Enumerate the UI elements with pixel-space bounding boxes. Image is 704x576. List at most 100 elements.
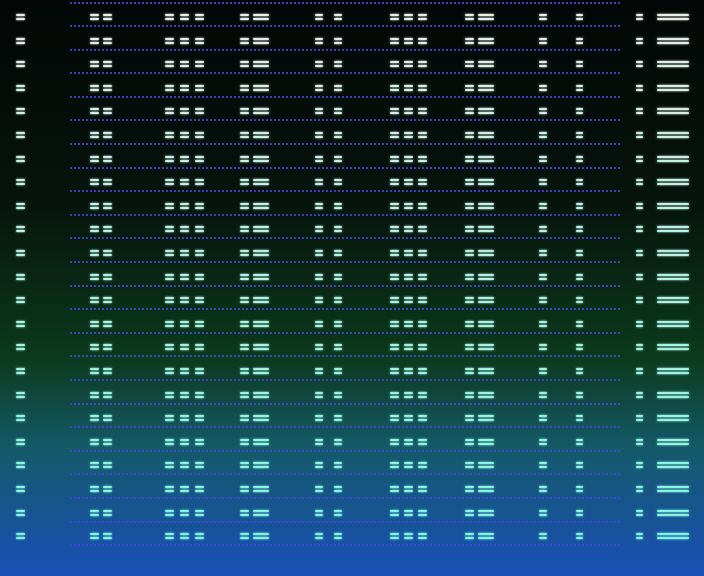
double-dash-glyph <box>165 37 174 44</box>
glyph-row <box>0 438 704 463</box>
row-separator <box>70 2 622 4</box>
double-dash-glyph <box>418 297 427 304</box>
glyph-row <box>0 84 704 109</box>
double-dash-glyph <box>195 226 204 233</box>
double-dash-glyph <box>16 344 25 351</box>
double-dash-glyph <box>478 14 494 20</box>
row-separator <box>70 355 622 358</box>
double-dash-glyph <box>404 344 413 351</box>
double-dash-glyph <box>404 415 413 422</box>
double-dash-glyph <box>180 391 189 398</box>
double-dash-glyph <box>404 273 413 280</box>
double-dash-glyph <box>418 344 427 351</box>
double-dash-glyph <box>418 132 427 138</box>
row-separator <box>70 119 622 122</box>
double-dash-glyph <box>576 297 583 304</box>
double-dash-glyph <box>465 155 474 162</box>
double-dash-glyph <box>539 486 547 492</box>
double-dash-glyph <box>240 320 249 327</box>
double-dash-glyph <box>195 533 204 540</box>
double-dash-glyph <box>315 273 323 280</box>
double-dash-glyph <box>16 368 25 374</box>
double-dash-glyph <box>636 462 643 469</box>
double-dash-glyph <box>315 391 323 398</box>
double-dash-glyph <box>390 391 399 398</box>
double-dash-glyph <box>180 132 189 138</box>
double-dash-glyph <box>657 226 689 233</box>
double-dash-glyph <box>240 509 249 516</box>
double-dash-glyph <box>657 37 689 44</box>
double-dash-glyph <box>465 415 474 422</box>
double-dash-glyph <box>240 462 249 469</box>
double-dash-glyph <box>180 14 189 20</box>
double-dash-glyph <box>539 462 547 469</box>
double-dash-glyph <box>478 486 494 492</box>
double-dash-glyph <box>240 37 249 44</box>
double-dash-glyph <box>16 391 25 398</box>
row-separator <box>70 72 622 75</box>
double-dash-glyph <box>165 368 174 374</box>
double-dash-glyph <box>418 14 427 20</box>
row-separator <box>70 449 622 452</box>
double-dash-glyph <box>539 509 547 516</box>
double-dash-glyph <box>636 415 643 422</box>
double-dash-glyph <box>165 320 174 327</box>
double-dash-glyph <box>404 84 413 91</box>
double-dash-glyph <box>390 297 399 304</box>
row-separator <box>70 213 622 216</box>
double-dash-glyph <box>539 533 547 540</box>
double-dash-glyph <box>103 509 112 516</box>
double-dash-glyph <box>16 179 25 186</box>
double-dash-glyph <box>103 250 112 256</box>
double-dash-glyph <box>390 179 399 186</box>
double-dash-glyph <box>180 438 189 445</box>
double-dash-glyph <box>315 415 323 422</box>
double-dash-glyph <box>657 344 689 351</box>
double-dash-glyph <box>539 108 547 115</box>
double-dash-glyph <box>636 320 643 327</box>
double-dash-glyph <box>465 14 474 20</box>
double-dash-glyph <box>315 84 323 91</box>
double-dash-glyph <box>180 37 189 44</box>
double-dash-glyph <box>253 320 269 327</box>
double-dash-glyph <box>240 202 249 209</box>
double-dash-glyph <box>390 202 399 209</box>
double-dash-glyph <box>253 84 269 91</box>
double-dash-glyph <box>390 108 399 115</box>
double-dash-glyph <box>103 37 112 44</box>
double-dash-glyph <box>90 509 99 516</box>
double-dash-glyph <box>16 226 25 233</box>
double-dash-glyph <box>418 61 427 68</box>
double-dash-glyph <box>636 297 643 304</box>
double-dash-glyph <box>165 155 174 162</box>
double-dash-glyph <box>195 132 204 138</box>
double-dash-glyph <box>315 179 323 186</box>
double-dash-glyph <box>657 438 689 445</box>
double-dash-glyph <box>478 344 494 351</box>
double-dash-glyph <box>418 108 427 115</box>
double-dash-glyph <box>390 37 399 44</box>
double-dash-glyph <box>404 391 413 398</box>
double-dash-glyph <box>418 37 427 44</box>
double-dash-glyph <box>253 273 269 280</box>
double-dash-glyph <box>180 533 189 540</box>
double-dash-glyph <box>90 438 99 445</box>
double-dash-glyph <box>90 155 99 162</box>
double-dash-glyph <box>418 368 427 374</box>
double-dash-glyph <box>657 61 689 68</box>
glyph-row <box>0 368 704 392</box>
double-dash-glyph <box>315 344 323 351</box>
row-separator <box>70 95 622 98</box>
double-dash-glyph <box>90 344 99 351</box>
double-dash-glyph <box>165 486 174 492</box>
row-separator <box>70 426 622 429</box>
glyph-row <box>0 320 704 345</box>
double-dash-glyph <box>465 486 474 492</box>
double-dash-glyph <box>334 84 342 91</box>
double-dash-glyph <box>390 486 399 492</box>
row-separator <box>70 473 622 476</box>
double-dash-glyph <box>195 297 204 304</box>
double-dash-glyph <box>90 132 99 138</box>
double-dash-glyph <box>404 486 413 492</box>
